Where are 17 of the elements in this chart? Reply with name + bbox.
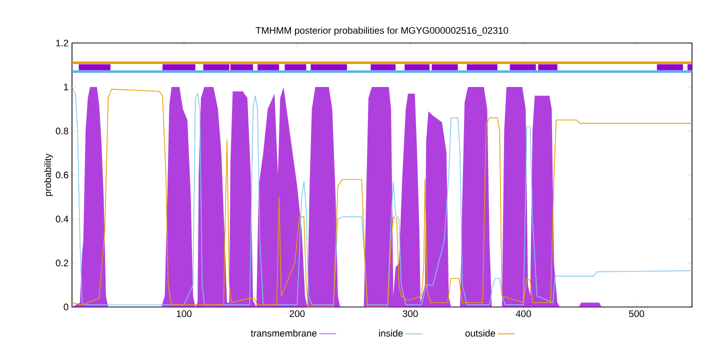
y-tick-label: 0.6 [56, 172, 68, 178]
x-tick-label: 200 [290, 310, 305, 318]
legend-label: transmembrane [250, 330, 317, 337]
y-tick-label: 0.2 [56, 260, 68, 266]
y-tick-label: 0.8 [56, 128, 68, 134]
legend-label: inside [379, 330, 403, 337]
x-tick-label: 400 [516, 310, 531, 318]
x-tick-label: 300 [402, 310, 418, 318]
y-axis-title: probability [44, 153, 53, 196]
y-tick-label: 0.4 [56, 216, 68, 222]
x-tick-label: 500 [629, 310, 644, 318]
chart-title: TMHMM posterior probabilities for MGYG000002516_02310 [256, 26, 508, 36]
y-tick-label: 0 [64, 304, 68, 310]
y-tick-label: 1.2 [56, 40, 68, 46]
y-tick-label: 1 [64, 84, 68, 90]
x-tick-label: 100 [176, 310, 192, 318]
legend-label: outside [465, 330, 496, 337]
